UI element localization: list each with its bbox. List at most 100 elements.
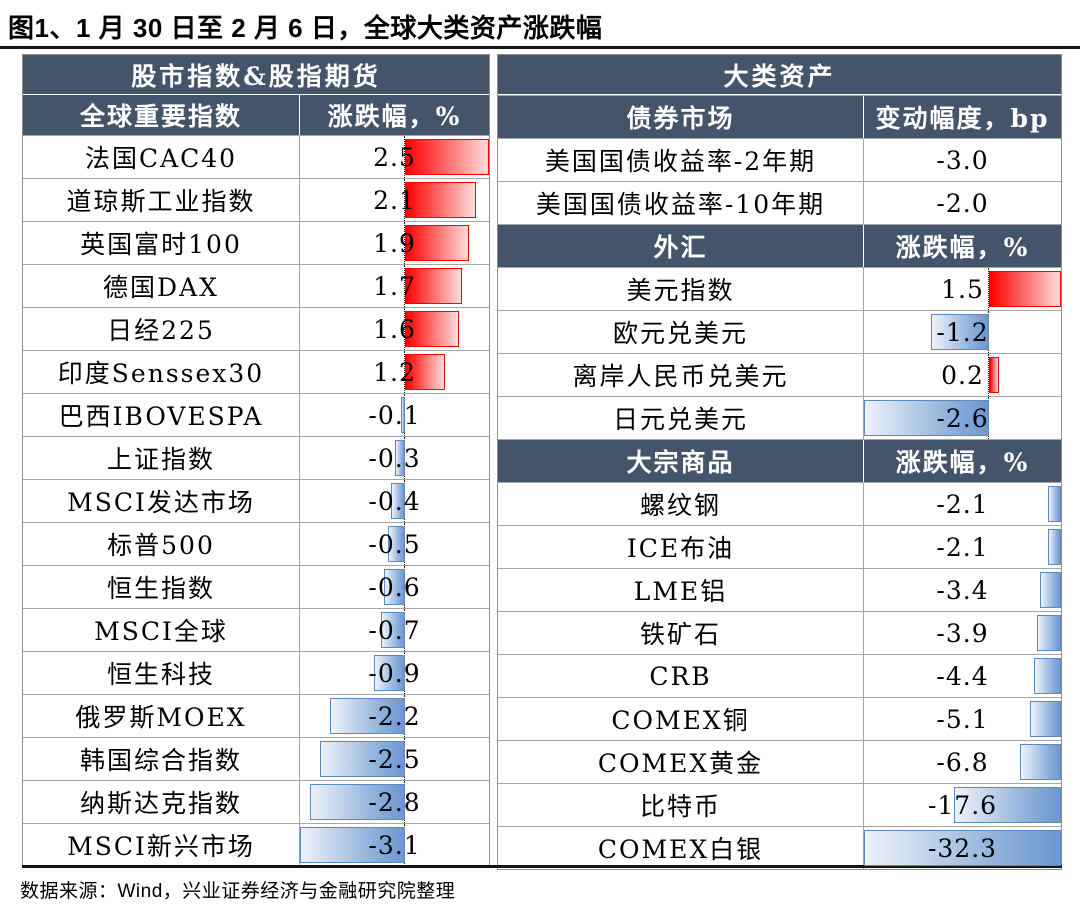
table-row: 欧元兑美元 -1.2 [498,310,1061,353]
asset-name-cell: 日经225 [23,308,300,350]
asset-name-cell: 美国国债收益率-2年期 [498,139,864,181]
change-value-cell: -3.9 [864,612,1061,654]
table-row: 法国CAC40 2.5 [23,135,489,178]
change-value-cell: 1.9 [300,222,489,264]
change-value: -17.6 [927,790,998,820]
change-value: -2.1 [936,489,989,519]
table-row: MSCI发达市场 -0.4 [23,479,489,522]
table-row: 日元兑美元 -2.6 [498,396,1061,439]
negative-change-bar [1037,615,1061,651]
change-value-cell: -32.3 [864,827,1061,869]
negative-change-bar [394,440,405,476]
change-value: 2.5 [373,142,416,172]
change-value: -0.9 [368,658,421,688]
zero-axis-line [404,566,406,608]
table-row: 铁矿石 -3.9 [498,611,1061,654]
change-value-cell: -2.1 [864,526,1061,568]
change-value-cell: -2.5 [300,738,489,780]
table-row: 美国国债收益率-2年期 -3.0 [498,138,1061,181]
section-metric-header: 涨跌幅，% [895,233,1030,262]
negative-change-bar [374,655,405,691]
table-row: 巴西IBOVESPA -0.1 [23,393,489,436]
change-value: -1.2 [936,317,989,347]
change-value: -0.3 [368,443,421,473]
change-value-cell: -2.8 [300,781,489,823]
section-header-row: 大宗商品 涨跌幅，% [498,439,1061,482]
negative-change-bar [384,569,405,605]
change-value: -3.4 [936,575,989,605]
negative-change-bar [381,612,405,648]
table-row: 纳斯达克指数 -2.8 [23,780,489,823]
group-header-row: 股市指数&股指期货 [23,55,489,95]
asset-name-cell: 道琼斯工业指数 [23,179,300,221]
change-value-cell: 1.2 [300,351,489,393]
negative-change-bar [1048,529,1061,565]
change-value: -0.1 [368,400,421,430]
asset-name-cell: 巴西IBOVESPA [23,394,300,436]
section-name-header: 外汇 [498,225,864,267]
change-value-cell: -17.6 [864,784,1061,826]
change-value: 0.2 [941,360,984,390]
change-value-cell: -0.1 [300,394,489,436]
section-metric-header: 涨跌幅，% [895,448,1030,477]
table-row: MSCI新兴市场 -3.1 [23,823,489,866]
group-header-label: 股市指数&股指期货 [131,61,381,91]
table-row: CRB -4.4 [498,654,1061,697]
section-name-header: 大宗商品 [498,440,864,482]
asset-name-cell: 比特币 [498,784,864,826]
positive-change-bar [404,225,469,261]
table-row: 德国DAX 1.7 [23,264,489,307]
change-value-cell: -0.7 [300,609,489,651]
table-row: 印度Senssex30 1.2 [23,350,489,393]
change-value: -32.3 [927,833,998,863]
negative-change-bar [953,787,1061,823]
change-value-cell: -0.9 [300,652,489,694]
asset-name-cell: 印度Senssex30 [23,351,300,393]
change-value: 1.7 [373,271,416,301]
change-value-cell: -0.3 [300,437,489,479]
change-value: -0.7 [368,615,421,645]
change-value: 1.6 [373,314,416,344]
table-row: 恒生科技 -0.9 [23,651,489,694]
asset-name-cell: 铁矿石 [498,612,864,654]
change-value-cell: 0.2 [864,354,1061,396]
asset-class-table: 大类资产 债券市场 变动幅度，bp 美国国债收益率-2年期 -3.0 美国国债收… [497,54,1062,870]
name-column-header: 全球重要指数 [23,95,300,135]
negative-change-bar [300,827,405,863]
positive-change-bar [988,271,1061,307]
change-value: -5.1 [936,704,989,734]
negative-change-bar [1029,701,1061,737]
stock-index-table: 股市指数&股指期货 全球重要指数 涨跌幅，% 法国CAC40 2.5 道琼斯工业… [22,54,490,867]
asset-name-cell: 恒生科技 [23,652,300,694]
asset-name-cell: 标普500 [23,523,300,565]
change-value: -3.1 [368,830,421,860]
zero-axis-line [404,824,406,866]
table-row: 道琼斯工业指数 2.1 [23,178,489,221]
asset-name-cell: 美元指数 [498,268,864,310]
stock-index-rows: 法国CAC40 2.5 道琼斯工业指数 2.1 英国富时100 1.9 德国DA… [23,135,489,866]
asset-name-cell: 恒生指数 [23,566,300,608]
asset-name-cell: 离岸人民币兑美元 [498,354,864,396]
positive-change-bar [404,268,462,304]
negative-change-bar [330,698,405,734]
change-value: 1.9 [373,228,416,258]
change-value: -4.4 [936,661,989,691]
table-row: 美元指数 1.5 [498,267,1061,310]
change-value-cell: -1.2 [864,311,1061,353]
change-value-cell: -5.1 [864,698,1061,740]
change-value: -2.1 [936,532,989,562]
zero-axis-line [404,609,406,651]
change-value: -3.9 [936,618,989,648]
table-row: LME铝 -3.4 [498,568,1061,611]
negative-change-bar [391,483,405,519]
change-value: -2.2 [368,701,421,731]
change-value-cell: -2.6 [864,397,1061,439]
asset-name-cell: MSCI全球 [23,609,300,651]
table-row: COMEX铜 -5.1 [498,697,1061,740]
zero-axis-line [404,394,406,436]
change-value-cell: -2.1 [864,483,1061,525]
negative-change-bar [864,400,989,436]
change-value-cell: -2.0 [864,182,1061,224]
asset-name-cell: MSCI发达市场 [23,480,300,522]
